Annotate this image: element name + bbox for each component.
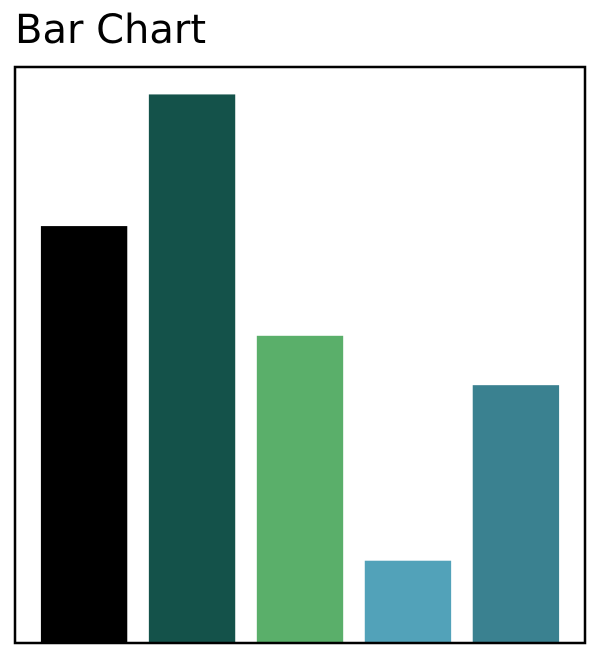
bar: [256, 335, 344, 643]
bar: [148, 94, 236, 643]
plot-frame: [13, 65, 587, 645]
bar: [40, 226, 128, 644]
chart-title: Bar Chart: [15, 7, 206, 53]
bar: [364, 560, 452, 643]
bar: [472, 385, 560, 643]
